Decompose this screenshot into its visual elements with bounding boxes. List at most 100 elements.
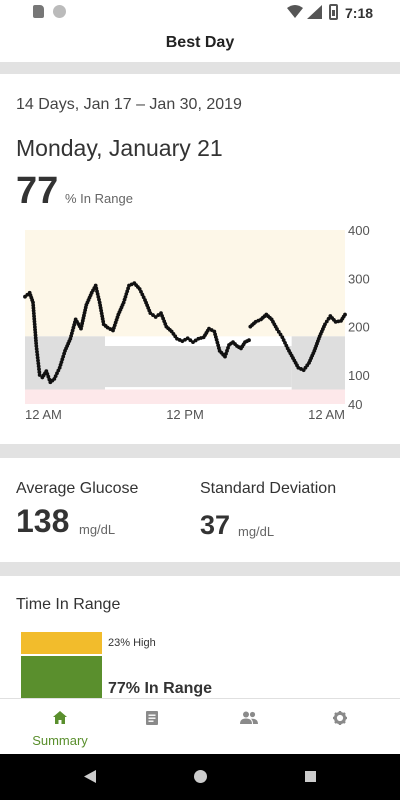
- in-range-bar: [21, 656, 102, 700]
- data-point: [32, 319, 37, 324]
- signal-icon: [307, 5, 322, 19]
- data-point: [148, 311, 153, 316]
- page-title: Best Day: [165, 34, 235, 51]
- data-point: [37, 370, 42, 374]
- average-glucose-unit: mg/dL: [79, 522, 116, 537]
- in-range-label: % In Range: [65, 191, 133, 206]
- notification-dot-icon: [53, 5, 66, 18]
- data-point: [34, 347, 39, 351]
- standard-deviation-unit: mg/dL: [238, 524, 275, 539]
- data-point: [35, 349, 39, 354]
- y-tick-label: 40: [348, 397, 362, 412]
- data-point: [188, 338, 193, 343]
- target-band: [291, 336, 345, 390]
- data-point: [34, 338, 38, 343]
- y-tick-label: 400: [348, 223, 370, 238]
- data-point: [151, 313, 155, 317]
- bottom-navigation: Summary: [0, 698, 400, 754]
- data-point: [153, 315, 158, 319]
- nav-item-settings[interactable]: [290, 699, 390, 755]
- back-icon[interactable]: [84, 770, 96, 783]
- average-glucose-value: 138: [16, 503, 70, 539]
- data-point: [31, 306, 36, 310]
- best-day-date: Monday, January 21: [16, 135, 223, 161]
- data-point: [32, 314, 36, 318]
- data-point: [33, 335, 38, 340]
- nav-label-summary: Summary: [32, 733, 88, 748]
- stats-card: [0, 458, 400, 562]
- section-divider: [0, 444, 400, 458]
- nav-item-followers[interactable]: [197, 699, 297, 755]
- data-point: [278, 332, 283, 337]
- sd-card-icon: [33, 5, 44, 18]
- section-divider: [0, 562, 400, 576]
- data-point: [185, 336, 190, 341]
- x-tick-label: 12 AM: [308, 407, 345, 422]
- status-bar: 7:18: [0, 0, 400, 24]
- y-tick-label: 200: [348, 320, 370, 335]
- date-range: 14 Days, Jan 17 – Jan 30, 2019: [16, 96, 242, 113]
- battery-icon: [329, 4, 338, 20]
- recent-apps-icon[interactable]: [305, 771, 316, 782]
- data-point: [31, 311, 36, 316]
- data-point: [31, 308, 36, 313]
- data-point: [36, 358, 40, 363]
- low-zone: [25, 389, 345, 404]
- high-bar: [21, 632, 102, 654]
- data-point: [37, 373, 42, 377]
- people-icon: [240, 711, 258, 724]
- nav-item-logbook[interactable]: [103, 699, 203, 755]
- x-tick-label: 12 PM: [166, 407, 204, 422]
- data-point: [276, 329, 281, 334]
- data-point: [31, 303, 36, 308]
- data-point: [31, 300, 35, 305]
- high-label: 23% High: [108, 637, 156, 649]
- data-point: [37, 367, 41, 372]
- data-point: [32, 325, 37, 329]
- y-tick-label: 100: [348, 368, 370, 383]
- y-tick-label: 300: [348, 271, 370, 286]
- standard-deviation-title: Standard Deviation: [200, 480, 337, 497]
- data-point: [247, 338, 251, 343]
- data-point: [324, 319, 329, 324]
- target-band: [105, 346, 292, 388]
- standard-deviation-value: 37: [200, 510, 231, 540]
- data-point: [225, 348, 229, 353]
- time-in-range-title: Time In Range: [16, 596, 121, 613]
- wifi-icon: [287, 5, 303, 18]
- high-zone: [25, 230, 345, 337]
- data-point: [33, 327, 37, 332]
- data-point: [35, 352, 40, 357]
- data-point: [33, 330, 38, 335]
- section-divider: [0, 62, 400, 74]
- data-point: [34, 344, 39, 348]
- data-point: [35, 355, 40, 360]
- average-glucose-title: Average Glucose: [16, 480, 139, 497]
- app-bar: Best Day: [0, 24, 400, 62]
- home-button-icon[interactable]: [194, 770, 207, 783]
- system-navigation-bar: [0, 754, 400, 800]
- data-point: [275, 327, 279, 331]
- data-point: [226, 346, 230, 350]
- data-point: [36, 361, 41, 366]
- data-point: [326, 316, 331, 321]
- document-icon: [146, 711, 158, 725]
- data-point: [323, 322, 327, 327]
- data-point: [223, 354, 227, 359]
- data-point: [33, 333, 38, 338]
- data-point: [343, 312, 347, 317]
- data-point: [32, 316, 37, 321]
- gear-icon: [333, 711, 347, 725]
- x-tick-label: 12 AM: [25, 407, 62, 422]
- data-point: [34, 341, 39, 346]
- home-icon: [53, 711, 67, 724]
- in-range-percent: 77: [16, 170, 59, 212]
- status-time: 7:18: [345, 5, 374, 21]
- data-point: [224, 351, 228, 356]
- nav-item-summary[interactable]: Summary: [10, 699, 110, 755]
- data-point: [32, 322, 37, 327]
- data-point: [36, 364, 41, 369]
- data-point: [156, 313, 161, 317]
- in-range-label-bar: 77% In Range: [108, 680, 213, 697]
